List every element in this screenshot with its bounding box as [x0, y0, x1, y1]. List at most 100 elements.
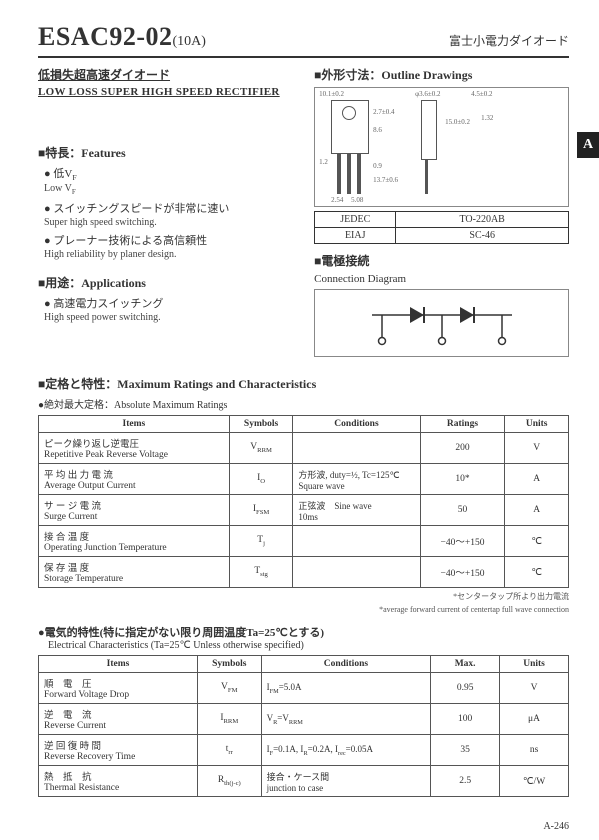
cell-symbol: IO — [229, 464, 293, 495]
feature-en: Low VF — [44, 183, 304, 196]
side-tab: A — [577, 132, 599, 158]
outline-drawing: 10.1±0.2 φ3.6±0.2 4.5±0.2 1.32 2.7±0.4 8… — [314, 87, 569, 207]
cell-item: 逆 電 流Reverse Current — [39, 704, 198, 735]
cell-item: 平 均 出 力 電 流Average Output Current — [39, 464, 230, 495]
header-jp: 富士小電力ダイオード — [449, 32, 569, 49]
part-number-suffix: (10A) — [173, 34, 206, 49]
cell-item: 保 存 温 度Storage Temperature — [39, 557, 230, 588]
cell-unit: ℃/W — [500, 766, 569, 797]
ratings-sub: ●絶対最大定格：Absolute Maximum Ratings — [38, 396, 569, 411]
ratings-footnote-jp: *センタータップ所より出力電流 — [38, 591, 569, 602]
ratings-table: Items Symbols Conditions Ratings Units ピ… — [38, 415, 569, 588]
table-row: 逆 回 復 時 間Reverse Recovery TimetrrIF=0.1A… — [39, 735, 569, 766]
feature-jp: ● 低VF — [44, 165, 304, 182]
outline-head: ■外形寸法：Outline Drawings — [314, 66, 569, 83]
cell-rating: 50 — [420, 495, 505, 526]
right-column: ■外形寸法：Outline Drawings 10.1±0.2 φ3.6±0.2… — [314, 66, 569, 357]
cell-condition — [293, 433, 420, 464]
col-max: Max. — [431, 656, 500, 673]
feature-jp: ● スイッチングスピードが非常に速い — [44, 200, 304, 216]
cell-symbol: IRRM — [198, 704, 262, 735]
table-row: 順 電 圧Forward Voltage DropVFMIFM=5.0A0.95… — [39, 673, 569, 704]
table-row: JEDEC TO-220AB — [315, 212, 569, 228]
header: ESAC92-02(10A) 富士小電力ダイオード — [38, 22, 569, 58]
pkg-val: SC-46 — [396, 228, 569, 244]
cell-symbol: Tstg — [229, 557, 293, 588]
cell-item: 熱 抵 抗Thermal Resistance — [39, 766, 198, 797]
col-conditions: Conditions — [293, 416, 420, 433]
part-number-main: ESAC92-02 — [38, 22, 173, 51]
page-number: A-246 — [543, 821, 569, 832]
table-header-row: Items Symbols Conditions Ratings Units — [39, 416, 569, 433]
connection-sub: Connection Diagram — [314, 273, 569, 285]
cell-rating: −40～+150 — [420, 526, 505, 557]
subtitle-jp: 低損失超高速ダイオード — [38, 66, 304, 83]
cell-condition: VR=VRRM — [261, 704, 431, 735]
cell-max: 100 — [431, 704, 500, 735]
feature-en: High reliability by planer design. — [44, 249, 304, 260]
cell-condition: IFM=5.0A — [261, 673, 431, 704]
cell-condition: 接合・ケース間junction to case — [261, 766, 431, 797]
cell-symbol: Rth(j-c) — [198, 766, 262, 797]
cell-unit: V — [505, 433, 569, 464]
ratings-head: ■定格と特性：Maximum Ratings and Characteristi… — [38, 375, 569, 392]
cell-max: 35 — [431, 735, 500, 766]
two-column: 低損失超高速ダイオード LOW LOSS SUPER HIGH SPEED RE… — [38, 66, 569, 357]
cell-condition: IF=0.1A, IR=0.2A, Irec=0.05A — [261, 735, 431, 766]
pkg-val: TO-220AB — [396, 212, 569, 228]
connection-head: ■電極接続 — [314, 252, 569, 269]
table-row: 接 合 温 度Operating Junction TemperatureTj −… — [39, 526, 569, 557]
cell-condition — [293, 526, 420, 557]
cell-symbol: VRRM — [229, 433, 293, 464]
cell-item: ピーク繰り返し逆電圧Repetitive Peak Reverse Voltag… — [39, 433, 230, 464]
cell-item: 順 電 圧Forward Voltage Drop — [39, 673, 198, 704]
package-table: JEDEC TO-220AB EIAJ SC-46 — [314, 211, 569, 244]
feature-item: ● 低VF Low VF — [38, 165, 304, 196]
cell-unit: μA — [500, 704, 569, 735]
cell-symbol: Tj — [229, 526, 293, 557]
cell-max: 2.5 — [431, 766, 500, 797]
col-symbols: Symbols — [229, 416, 293, 433]
cell-rating: 200 — [420, 433, 505, 464]
elec-table: Items Symbols Conditions Max. Units 順 電 … — [38, 655, 569, 797]
cell-unit: ℃ — [505, 526, 569, 557]
ratings-section: ■定格と特性：Maximum Ratings and Characteristi… — [38, 375, 569, 614]
pkg-std: EIAJ — [315, 228, 396, 244]
diode-icon — [352, 295, 532, 351]
left-column: 低損失超高速ダイオード LOW LOSS SUPER HIGH SPEED RE… — [38, 66, 304, 357]
col-symbols: Symbols — [198, 656, 262, 673]
application-en: High speed power switching. — [44, 312, 304, 323]
subtitle-en: LOW LOSS SUPER HIGH SPEED RECTIFIER — [38, 86, 304, 98]
application-jp: ● 高速電力スイッチング — [44, 295, 304, 311]
elec-sub: Electrical Characteristics (Ta=25℃ Unles… — [48, 640, 569, 651]
col-units: Units — [500, 656, 569, 673]
table-row: サ ー ジ 電 流Surge CurrentIFSM正弦波 Sine wave1… — [39, 495, 569, 526]
elec-head: ●電気的特性(特に指定がない限り周囲温度Ta=25℃とする) — [38, 624, 569, 640]
pkg-std: JEDEC — [315, 212, 396, 228]
cell-condition: 方形波, duty=½, Tc=125℃Square wave — [293, 464, 420, 495]
cell-symbol: IFSM — [229, 495, 293, 526]
col-ratings: Ratings — [420, 416, 505, 433]
table-row: 保 存 温 度Storage TemperatureTstg−40～+150℃ — [39, 557, 569, 588]
feature-item: ● スイッチングスピードが非常に速い Super high speed swit… — [38, 200, 304, 228]
cell-unit: ns — [500, 735, 569, 766]
table-row: 熱 抵 抗Thermal ResistanceRth(j-c)接合・ケース間ju… — [39, 766, 569, 797]
cell-symbol: trr — [198, 735, 262, 766]
feature-item: ● プレーナー技術による高信頼性 High reliability by pla… — [38, 232, 304, 260]
part-number: ESAC92-02(10A) — [38, 22, 206, 52]
features-head: ■特長：Features — [38, 144, 304, 161]
cell-unit: V — [500, 673, 569, 704]
col-items: Items — [39, 656, 198, 673]
cell-unit: A — [505, 495, 569, 526]
cell-max: 0.95 — [431, 673, 500, 704]
cell-symbol: VFM — [198, 673, 262, 704]
feature-en: Super high speed switching. — [44, 217, 304, 228]
cell-item: 接 合 温 度Operating Junction Temperature — [39, 526, 230, 557]
feature-jp: ● プレーナー技術による高信頼性 — [44, 232, 304, 248]
table-row: EIAJ SC-46 — [315, 228, 569, 244]
cell-rating: 10* — [420, 464, 505, 495]
page: ESAC92-02(10A) 富士小電力ダイオード 低損失超高速ダイオード LO… — [0, 0, 599, 807]
table-row: 平 均 出 力 電 流Average Output CurrentIO方形波, … — [39, 464, 569, 495]
cell-condition — [293, 557, 420, 588]
applications-head: ■用途：Applications — [38, 274, 304, 291]
